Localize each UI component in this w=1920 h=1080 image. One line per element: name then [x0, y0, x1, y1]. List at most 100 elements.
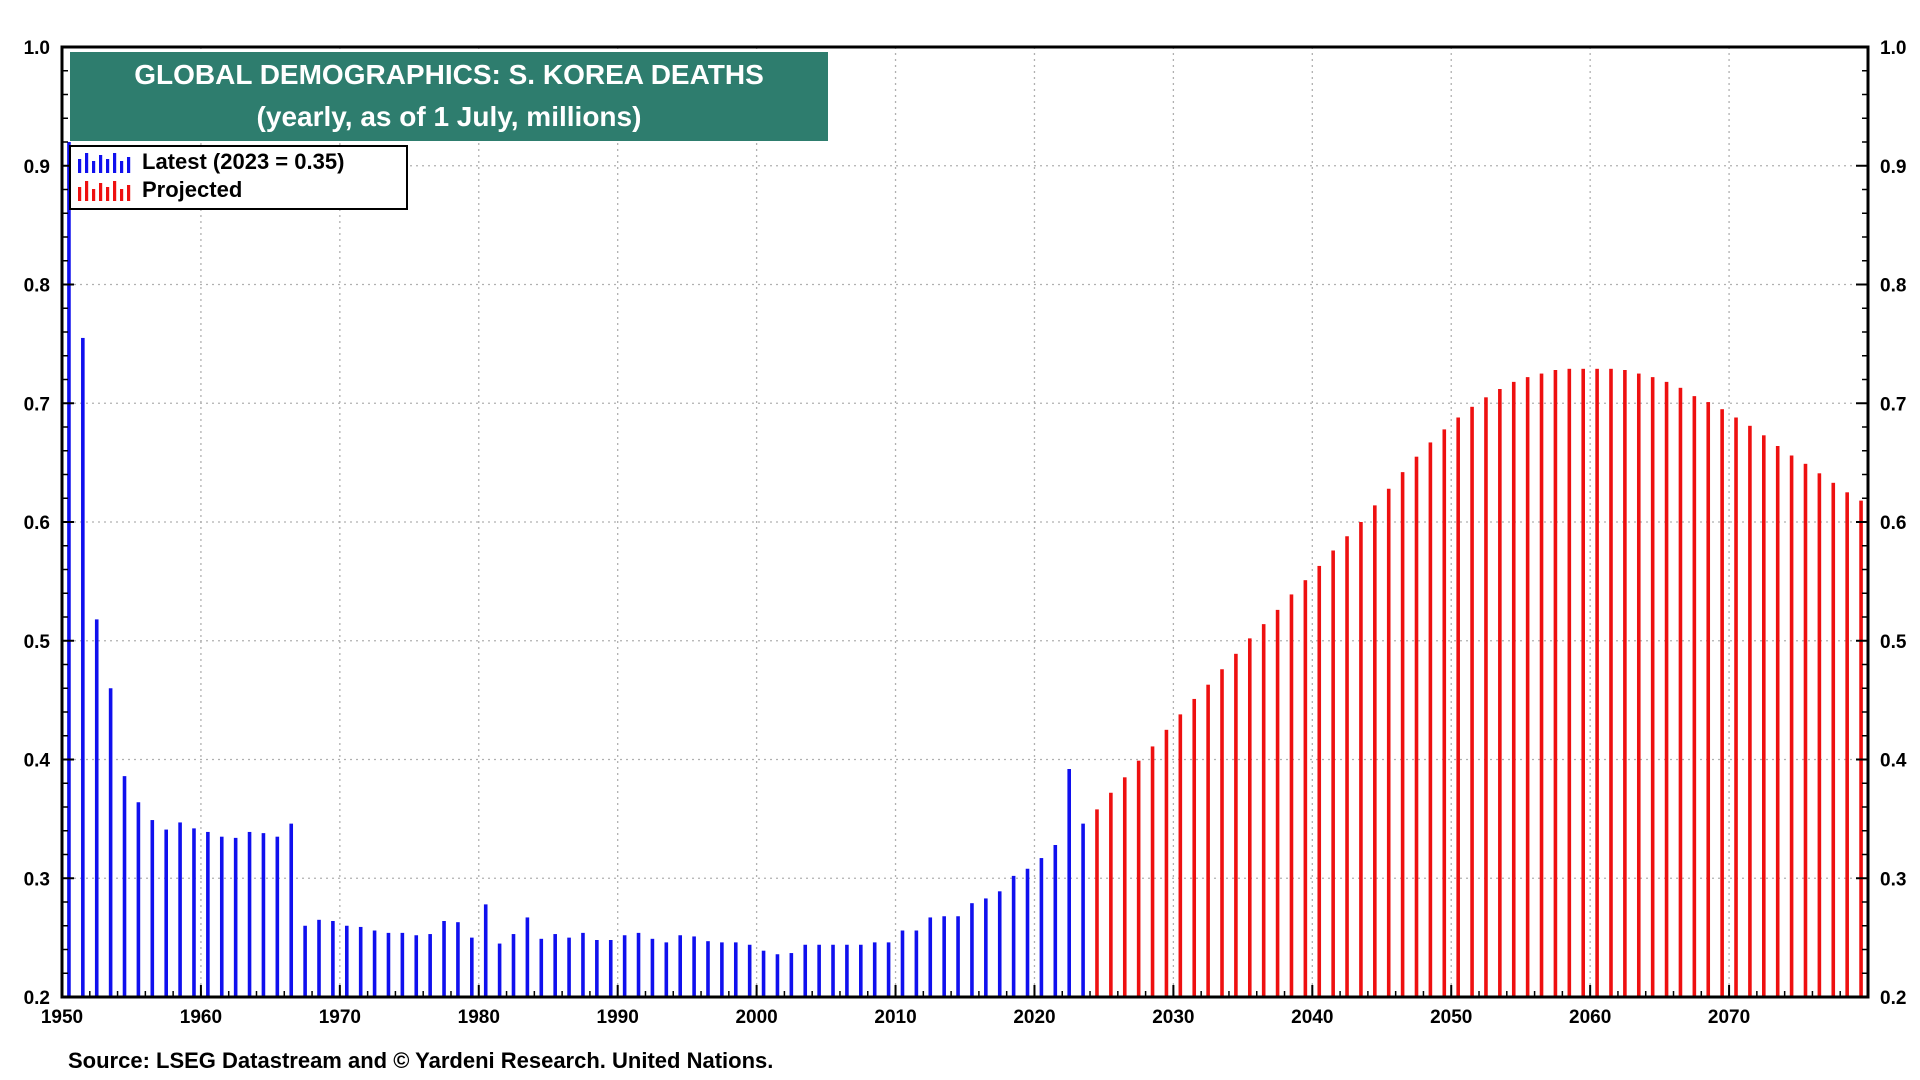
bar-projected [1817, 473, 1822, 997]
y-tick-label-left: 0.8 [24, 276, 50, 297]
bar-latest [317, 919, 321, 997]
bar-latest [303, 925, 307, 997]
y-tick-label-right: 0.3 [1880, 869, 1906, 890]
bar-latest [136, 802, 141, 997]
chart-subtitle: (yearly, as of 1 July, millions) [257, 101, 642, 132]
bar-latest [247, 831, 252, 997]
bar-projected [1136, 760, 1141, 997]
bar-projected [1178, 714, 1183, 997]
bar-projected [1247, 638, 1252, 997]
bar-latest [192, 828, 196, 997]
legend: Latest (2023 = 0.35) Projected [69, 145, 408, 210]
bar-latest [664, 942, 669, 997]
bar-projected [1122, 777, 1127, 997]
bar-projected [1192, 698, 1197, 997]
legend-label-latest: Latest (2023 = 0.35) [142, 149, 344, 174]
x-tick-label: 1990 [597, 1007, 639, 1028]
bar-projected [1220, 669, 1224, 997]
bar-latest [178, 822, 182, 997]
bar-projected [1303, 580, 1308, 997]
y-tick-label-right: 0.2 [1880, 988, 1906, 1009]
bar-latest [872, 942, 877, 997]
y-tick-label-left: 1.0 [24, 38, 50, 59]
bar-latest [456, 922, 460, 997]
legend-swatch-projected [78, 181, 131, 201]
bar-projected [1109, 792, 1113, 997]
bar-latest [928, 917, 933, 997]
bar-projected [1678, 387, 1683, 997]
bar-projected [1345, 536, 1349, 997]
y-tick-label-left: 0.7 [24, 394, 50, 415]
y-tick-label-left: 0.9 [24, 157, 50, 178]
bar-latest [497, 943, 502, 997]
bar-latest [358, 926, 363, 997]
bar-latest [595, 940, 599, 997]
y-tick-label-right: 0.6 [1880, 513, 1906, 534]
legend-swatch-bar [120, 161, 124, 173]
bar-latest [1011, 875, 1016, 997]
bar-latest [692, 936, 696, 997]
source-note: Source: LSEG Datastream and © Yardeni Re… [68, 1048, 773, 1073]
bar-latest [803, 944, 808, 997]
legend-swatch-bar [120, 189, 124, 201]
legend-swatch-bar [85, 181, 89, 201]
bar-latest [150, 820, 155, 997]
bar-latest [984, 898, 988, 997]
bar-latest [511, 934, 516, 997]
bar-projected [1095, 809, 1099, 997]
legend-swatch-bar [113, 153, 117, 173]
bar-projected [1359, 522, 1363, 997]
bar-latest [720, 942, 724, 997]
bar-latest [261, 833, 266, 997]
bar-projected [1428, 442, 1433, 997]
bar-latest [289, 823, 294, 997]
legend-box [69, 145, 408, 210]
plot-frame [60, 45, 1870, 999]
bar-latest [747, 944, 752, 997]
bar-latest [900, 930, 905, 997]
bar-projected [1762, 435, 1766, 997]
y-tick-label-right: 0.9 [1880, 157, 1906, 178]
bar-projected [1553, 370, 1558, 997]
x-tick-label: 2070 [1708, 1007, 1750, 1028]
x-tick-label: 1950 [41, 1007, 83, 1028]
bar-latest [206, 831, 210, 997]
bar-projected [1623, 370, 1627, 997]
bar-latest [1039, 858, 1044, 997]
bar-projected [1775, 446, 1780, 997]
bar-latest [817, 944, 821, 997]
bar-latest [122, 776, 127, 997]
bar-projected [1789, 455, 1794, 997]
legend-swatch-bar [85, 153, 89, 173]
bar-projected [1831, 482, 1836, 997]
bar-latest [636, 932, 641, 997]
bar-latest [442, 921, 446, 997]
bar-latest [761, 950, 766, 997]
x-tick-label: 1970 [319, 1007, 361, 1028]
bar-projected [1206, 684, 1210, 997]
bar-projected [1567, 368, 1572, 997]
bar-projected [1234, 653, 1238, 997]
bar-projected [1525, 377, 1530, 997]
bar-projected [1539, 373, 1544, 997]
bar-latest [956, 916, 960, 997]
legend-swatch-latest [78, 153, 131, 173]
legend-swatch-bar [99, 183, 103, 201]
bar-projected [1373, 505, 1377, 997]
x-tick-label: 2020 [1013, 1007, 1055, 1028]
bar-latest [789, 953, 794, 997]
y-tick-label-left: 0.2 [24, 988, 50, 1009]
bar-latest [164, 829, 168, 997]
bar-latest [942, 916, 946, 997]
bar-latest [845, 944, 849, 997]
x-tick-label: 2060 [1569, 1007, 1611, 1028]
y-tick-label-left: 0.6 [24, 513, 50, 534]
x-tick-label: 2040 [1291, 1007, 1333, 1028]
bar-projected [1859, 500, 1863, 997]
bar-latest [400, 932, 405, 997]
bar-latest [428, 934, 432, 997]
x-tick-label: 1980 [458, 1007, 500, 1028]
bar-projected [1636, 373, 1641, 997]
bar-latest [386, 932, 391, 997]
bar-projected [1498, 389, 1502, 997]
